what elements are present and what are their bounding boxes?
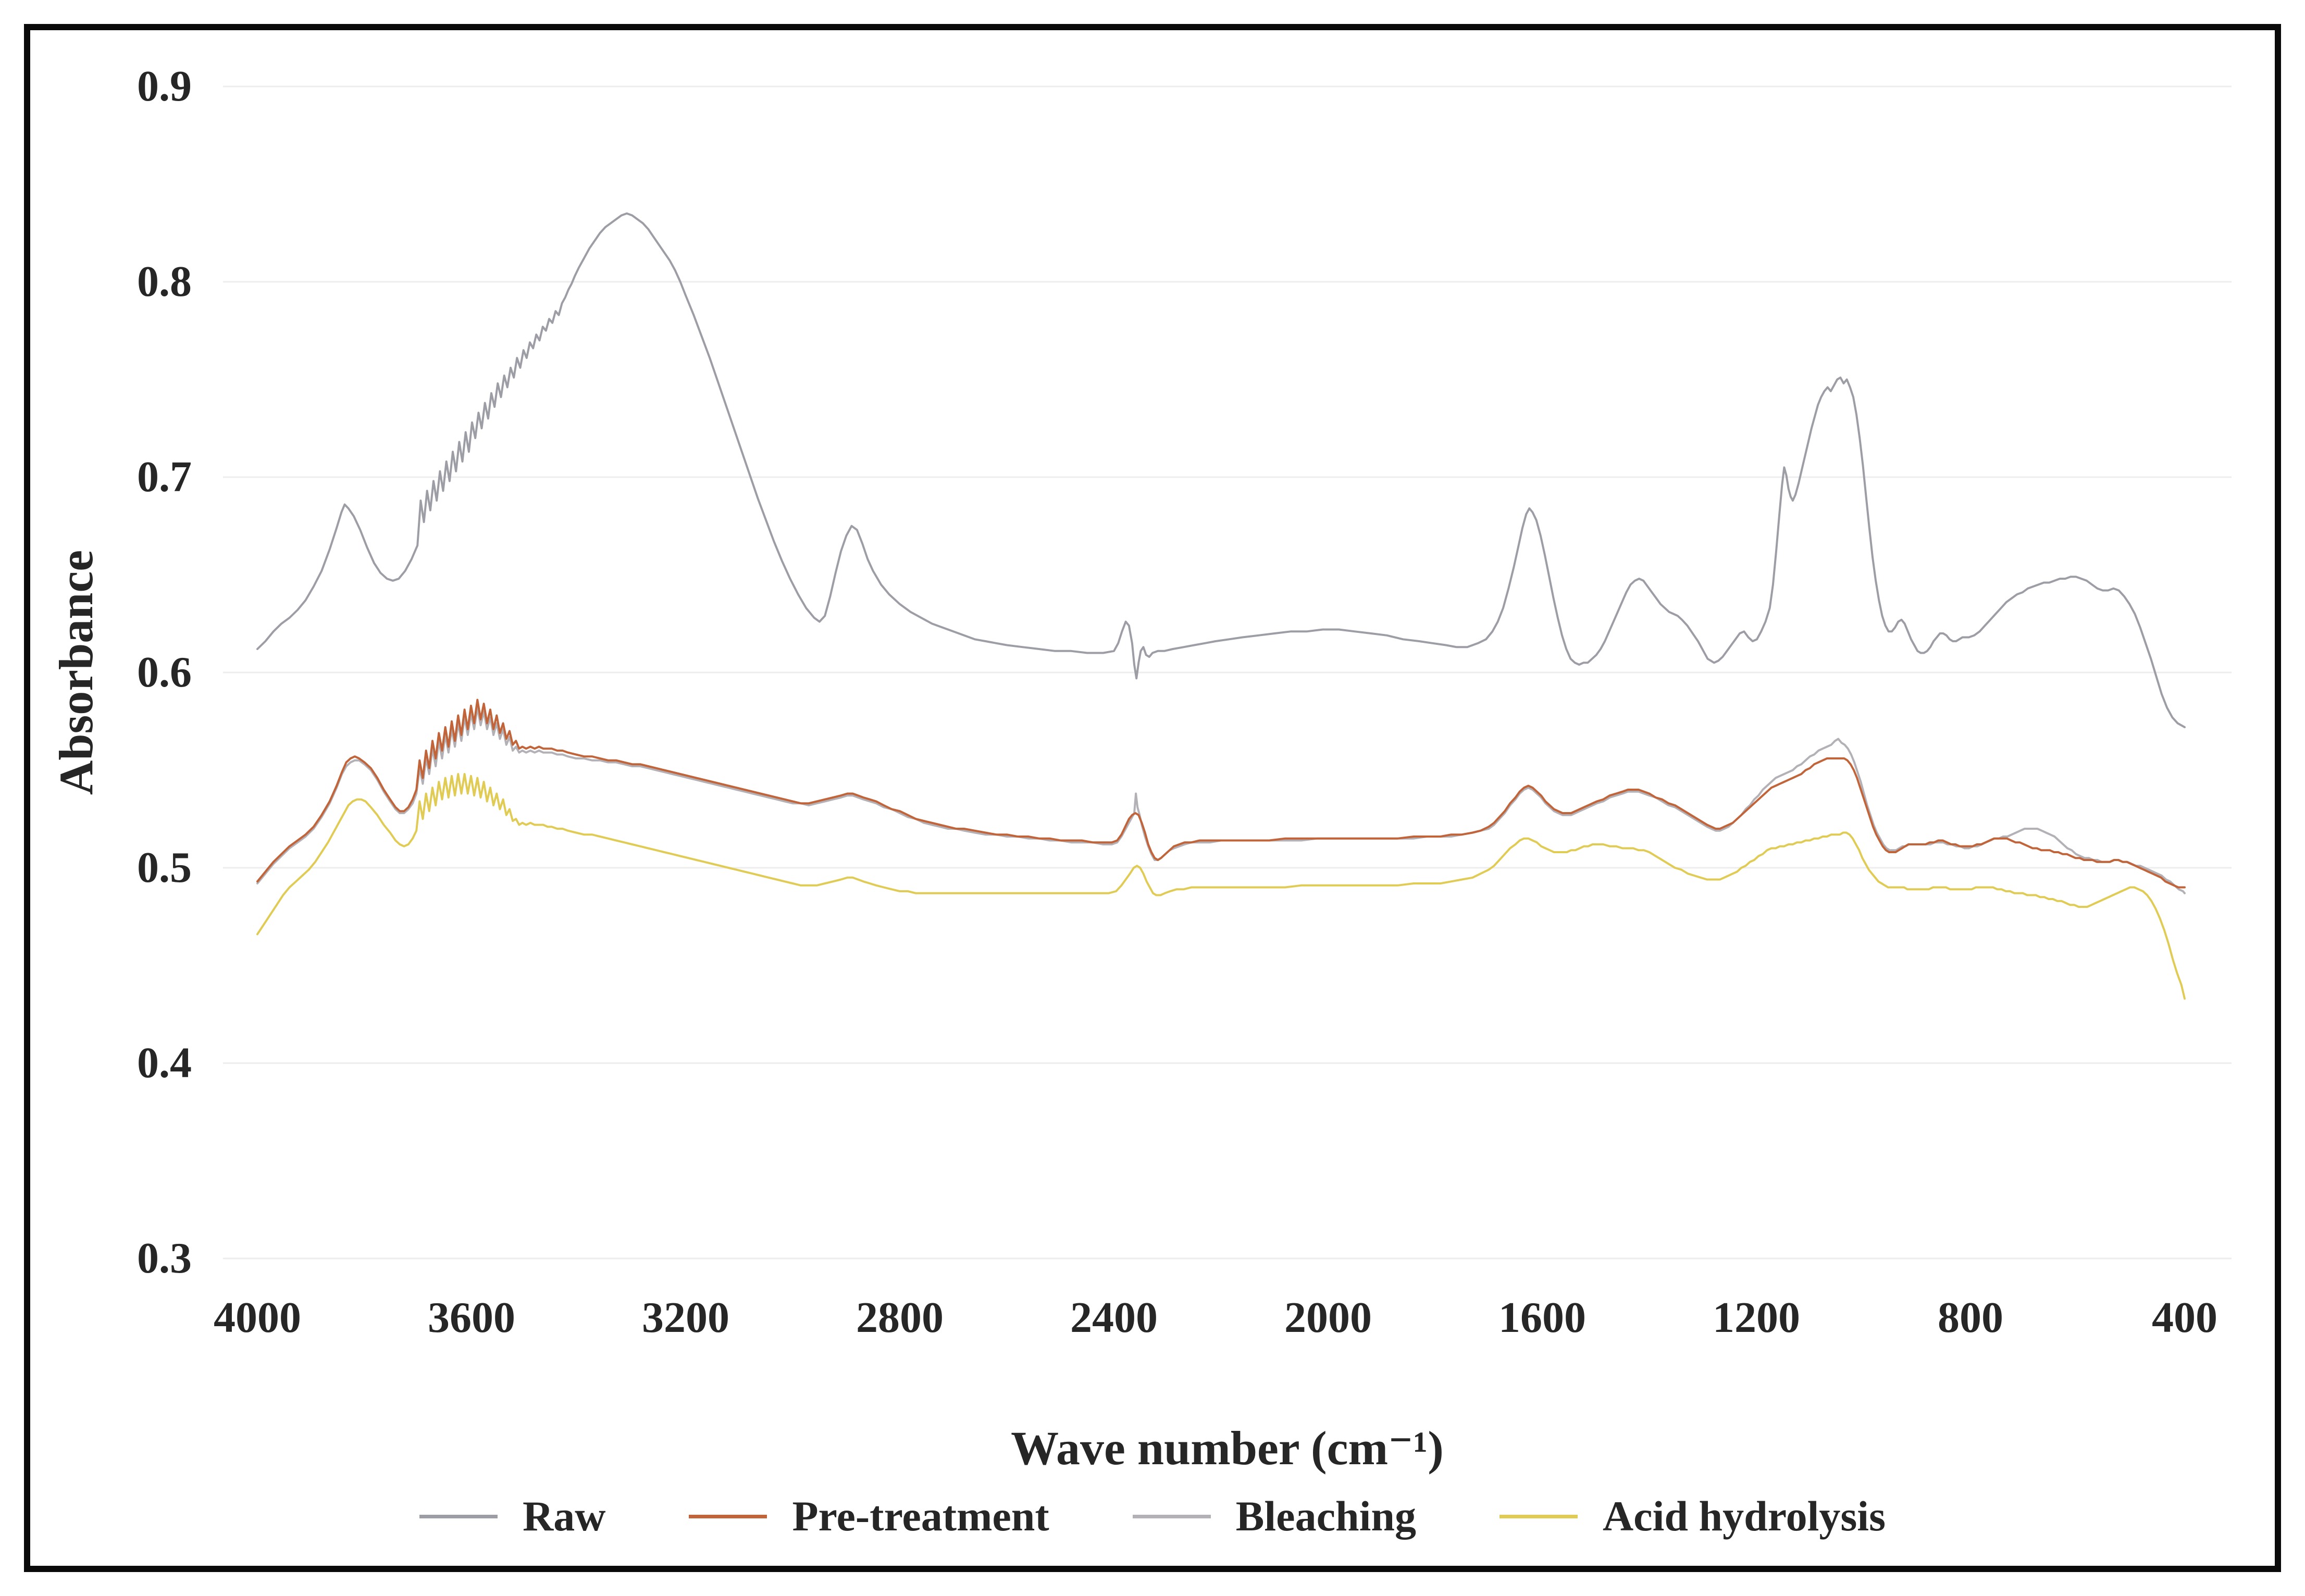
legend: Raw Pre-treatment Bleaching Acid hydrolysis bbox=[30, 1493, 2275, 1540]
y-tick-label: 0.9 bbox=[137, 62, 192, 110]
legend-item-pre-treatment: Pre-treatment bbox=[689, 1493, 1049, 1540]
y-tick-label: 0.5 bbox=[137, 843, 192, 892]
x-tick-label: 1200 bbox=[1713, 1293, 1800, 1342]
x-tick-label: 400 bbox=[2152, 1293, 2217, 1342]
spectra-plot bbox=[223, 85, 2232, 1260]
legend-item-acid-hydrolysis: Acid hydrolysis bbox=[1499, 1492, 1886, 1540]
x-tick-label: 2000 bbox=[1284, 1293, 1372, 1342]
legend-swatch bbox=[1499, 1514, 1578, 1518]
x-tick-label: 3200 bbox=[642, 1293, 729, 1342]
x-tick-label: 2400 bbox=[1070, 1293, 1158, 1342]
x-tick-label: 4000 bbox=[214, 1293, 301, 1342]
series-line-pre-treatment bbox=[256, 699, 2186, 889]
y-tick-label: 0.6 bbox=[137, 648, 192, 696]
x-tick-label: 2800 bbox=[856, 1293, 944, 1342]
legend-label: Bleaching bbox=[1235, 1492, 1416, 1540]
y-tick-label: 0.7 bbox=[137, 453, 192, 501]
legend-item-raw: Raw bbox=[419, 1493, 605, 1540]
y-tick-label: 0.3 bbox=[137, 1234, 192, 1282]
legend-swatch bbox=[1132, 1514, 1211, 1518]
legend-swatch bbox=[689, 1514, 767, 1518]
x-tick-label: 1600 bbox=[1498, 1293, 1586, 1342]
legend-item-bleaching: Bleaching bbox=[1132, 1492, 1416, 1540]
series-line-raw bbox=[256, 212, 2186, 728]
x-axis-title: Wave number (cm⁻¹) bbox=[1011, 1422, 1444, 1475]
legend-label: Acid hydrolysis bbox=[1602, 1492, 1886, 1540]
series-line-acid-hydrolysis bbox=[256, 773, 2186, 1000]
chart-frame: 0.9 0.8 0.7 0.6 0.5 0.4 0.3 4000 3600 3200 2800 24… bbox=[24, 24, 2281, 1572]
x-tick-label: 3600 bbox=[428, 1293, 515, 1342]
legend-swatch bbox=[419, 1514, 498, 1518]
y-axis-title: Absorbance bbox=[49, 550, 103, 795]
series-line-bleaching bbox=[256, 706, 2186, 894]
legend-label: Raw bbox=[523, 1492, 606, 1540]
y-tick-label: 0.4 bbox=[137, 1039, 192, 1087]
x-tick-label: 800 bbox=[1938, 1293, 2003, 1342]
legend-label: Pre-treatment bbox=[792, 1492, 1049, 1540]
y-tick-label: 0.8 bbox=[137, 257, 192, 306]
